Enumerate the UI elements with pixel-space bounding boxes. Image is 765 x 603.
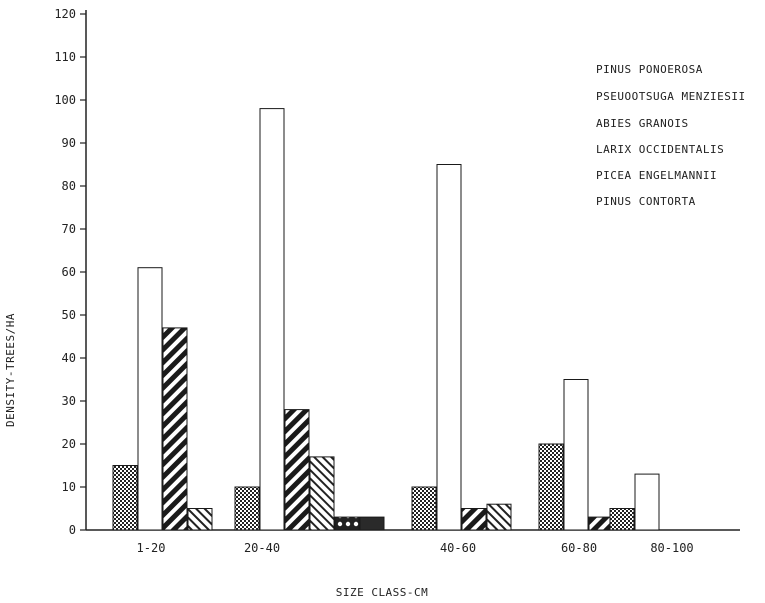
bar — [634, 473, 660, 531]
bar — [588, 516, 614, 531]
legend-entry: PSEUOOTSUGA MENZIESII — [596, 90, 746, 103]
x-tick-label: 1-20 — [137, 541, 166, 555]
bar — [309, 456, 335, 531]
legend-entry: PINUS CONTORTA — [596, 195, 696, 208]
bar — [162, 327, 188, 531]
y-tick-label: 20 — [62, 437, 76, 451]
y-tick-label: 110 — [54, 50, 76, 64]
bar — [436, 164, 462, 531]
bar — [486, 503, 512, 531]
y-ticks: 0 10 20 30 40 50 60 70 80 90 100 110 120 — [54, 7, 86, 537]
y-tick-label: 50 — [62, 308, 76, 322]
y-axis-title: DENSITY-TREES/HA — [4, 313, 17, 427]
x-ticks: 1-20 20-40 40-60 60-80 80-100 — [137, 541, 694, 555]
y-tick-label: 60 — [62, 265, 76, 279]
bar — [187, 508, 213, 531]
y-tick-label: 90 — [62, 136, 76, 150]
legend: PINUS PONOEROSA PSEUOOTSUGA MENZIESII ABIE… — [596, 63, 746, 208]
x-tick-label: 40-60 — [440, 541, 476, 555]
bar — [538, 443, 564, 531]
bar — [259, 108, 285, 531]
x-axis-title: SIZE CLASS-CM — [336, 586, 429, 599]
y-tick-label: 80 — [62, 179, 76, 193]
legend-entry: PINUS PONOEROSA — [596, 63, 703, 76]
x-tick-label: 80-100 — [650, 541, 693, 555]
legend-entry: LARIX OCCIDENTALIS — [596, 143, 724, 156]
y-tick-label: 120 — [54, 7, 76, 21]
bars — [112, 108, 660, 531]
bar — [112, 465, 138, 531]
bar — [334, 516, 360, 531]
bar — [137, 267, 163, 531]
x-tick-label: 60-80 — [561, 541, 597, 555]
y-tick-label: 40 — [62, 351, 76, 365]
bar — [234, 486, 260, 531]
bar — [411, 486, 437, 531]
x-tick-label: 20-40 — [244, 541, 280, 555]
bar — [284, 409, 310, 531]
bar — [359, 516, 385, 531]
bar — [563, 379, 589, 531]
bar — [461, 508, 487, 531]
y-tick-label: 70 — [62, 222, 76, 236]
y-tick-label: 0 — [69, 523, 76, 537]
bar — [609, 508, 635, 531]
legend-entry: ABIES GRANOIS — [596, 117, 689, 130]
y-tick-label: 10 — [62, 480, 76, 494]
legend-entry: PICEA ENGELMANNII — [596, 169, 717, 182]
y-tick-label: 100 — [54, 93, 76, 107]
y-tick-label: 30 — [62, 394, 76, 408]
